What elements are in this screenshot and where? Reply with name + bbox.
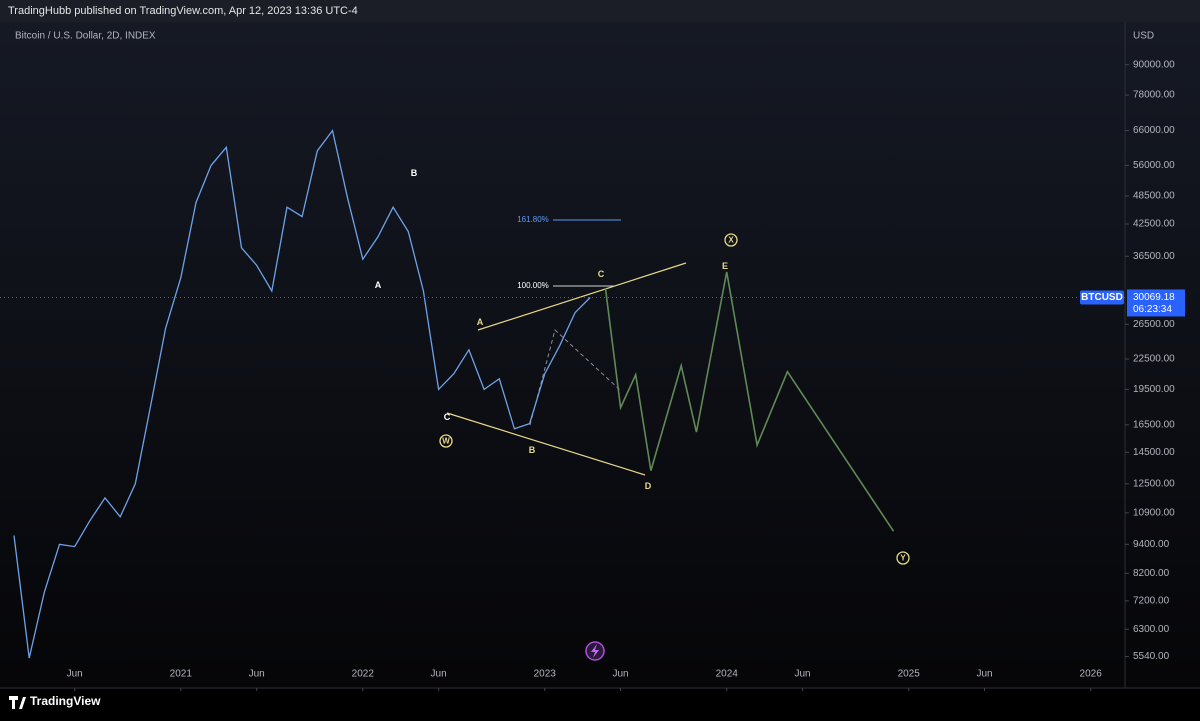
header-text: TradingHubb published on TradingView.com… — [8, 5, 358, 17]
y-tick-label: 9400.00 — [1133, 539, 1170, 550]
y-tick-label: 14500.00 — [1133, 447, 1175, 458]
y-tick-label: 26500.00 — [1133, 319, 1175, 330]
projection-line — [604, 271, 895, 532]
x-tick-label: Jun — [976, 669, 992, 680]
wave-label: A — [477, 317, 484, 327]
price-line — [13, 129, 591, 659]
wave-label: X — [728, 236, 734, 245]
price-box — [1127, 289, 1185, 317]
footer-bar — [0, 689, 1200, 716]
y-tick-label: 7200.00 — [1133, 596, 1170, 607]
fib-label: 161.80% — [517, 215, 549, 224]
trendline — [446, 412, 646, 476]
y-tick-label: 56000.00 — [1133, 160, 1175, 171]
y-tick-label: 5540.00 — [1133, 651, 1170, 662]
chart-title: Bitcoin / U.S. Dollar, 2D, INDEX — [15, 31, 156, 42]
wave-label: B — [411, 168, 418, 178]
x-tick-label: Jun — [613, 669, 629, 680]
x-tick-label: Jun — [67, 669, 83, 680]
wave-label: D — [645, 481, 652, 491]
lightning-glyph — [591, 644, 599, 658]
wave-circle — [439, 434, 453, 448]
y-tick-label: 16500.00 — [1133, 420, 1175, 431]
wave-label: C — [444, 412, 451, 422]
y-tick-label: 12500.00 — [1133, 478, 1175, 489]
x-tick-label: Jun — [249, 669, 265, 680]
header-bar — [0, 0, 1200, 22]
wave-label: Y — [900, 554, 906, 563]
wave-label: W — [442, 437, 450, 446]
x-tick-label: 2025 — [898, 669, 921, 680]
x-tick-label: 2023 — [534, 669, 557, 680]
countdown-label: 06:23:34 — [1133, 304, 1172, 315]
y-axis-label: USD — [1133, 31, 1154, 42]
y-tick-label: 90000.00 — [1133, 59, 1175, 70]
x-tick-label: 2021 — [170, 669, 193, 680]
x-tick-label: Jun — [794, 669, 810, 680]
wave-circle — [896, 551, 910, 565]
y-tick-label: 19500.00 — [1133, 384, 1175, 395]
y-tick-label: 78000.00 — [1133, 90, 1175, 101]
wave-label: B — [529, 445, 536, 455]
wave-label: E — [722, 261, 728, 271]
wave-label: A — [375, 280, 382, 290]
logo — [9, 696, 26, 709]
footer-brand: TradingView — [30, 694, 101, 708]
last-price-label: 30069.18 — [1133, 292, 1175, 303]
x-tick-label: 2024 — [716, 669, 739, 680]
wave-label: C — [598, 269, 605, 279]
y-tick-label: 10900.00 — [1133, 508, 1175, 519]
x-tick-label: 2026 — [1080, 669, 1103, 680]
dashed-path — [529, 329, 621, 426]
fib-label: 100.00% — [517, 281, 549, 290]
y-tick-label: 6300.00 — [1133, 624, 1170, 635]
symbol-label: BTCUSD — [1081, 292, 1123, 303]
y-tick-label: 22500.00 — [1133, 354, 1175, 365]
x-tick-label: 2022 — [352, 669, 375, 680]
wave-circle — [724, 233, 738, 247]
trendline — [477, 262, 687, 331]
symbol-box — [1080, 290, 1124, 305]
x-tick-label: Jun — [431, 669, 447, 680]
y-tick-label: 42500.00 — [1133, 219, 1175, 230]
y-tick-label: 36500.00 — [1133, 251, 1175, 262]
y-tick-label: 8200.00 — [1133, 568, 1170, 579]
y-tick-label: 48500.00 — [1133, 191, 1175, 202]
y-tick-label: 66000.00 — [1133, 125, 1175, 136]
